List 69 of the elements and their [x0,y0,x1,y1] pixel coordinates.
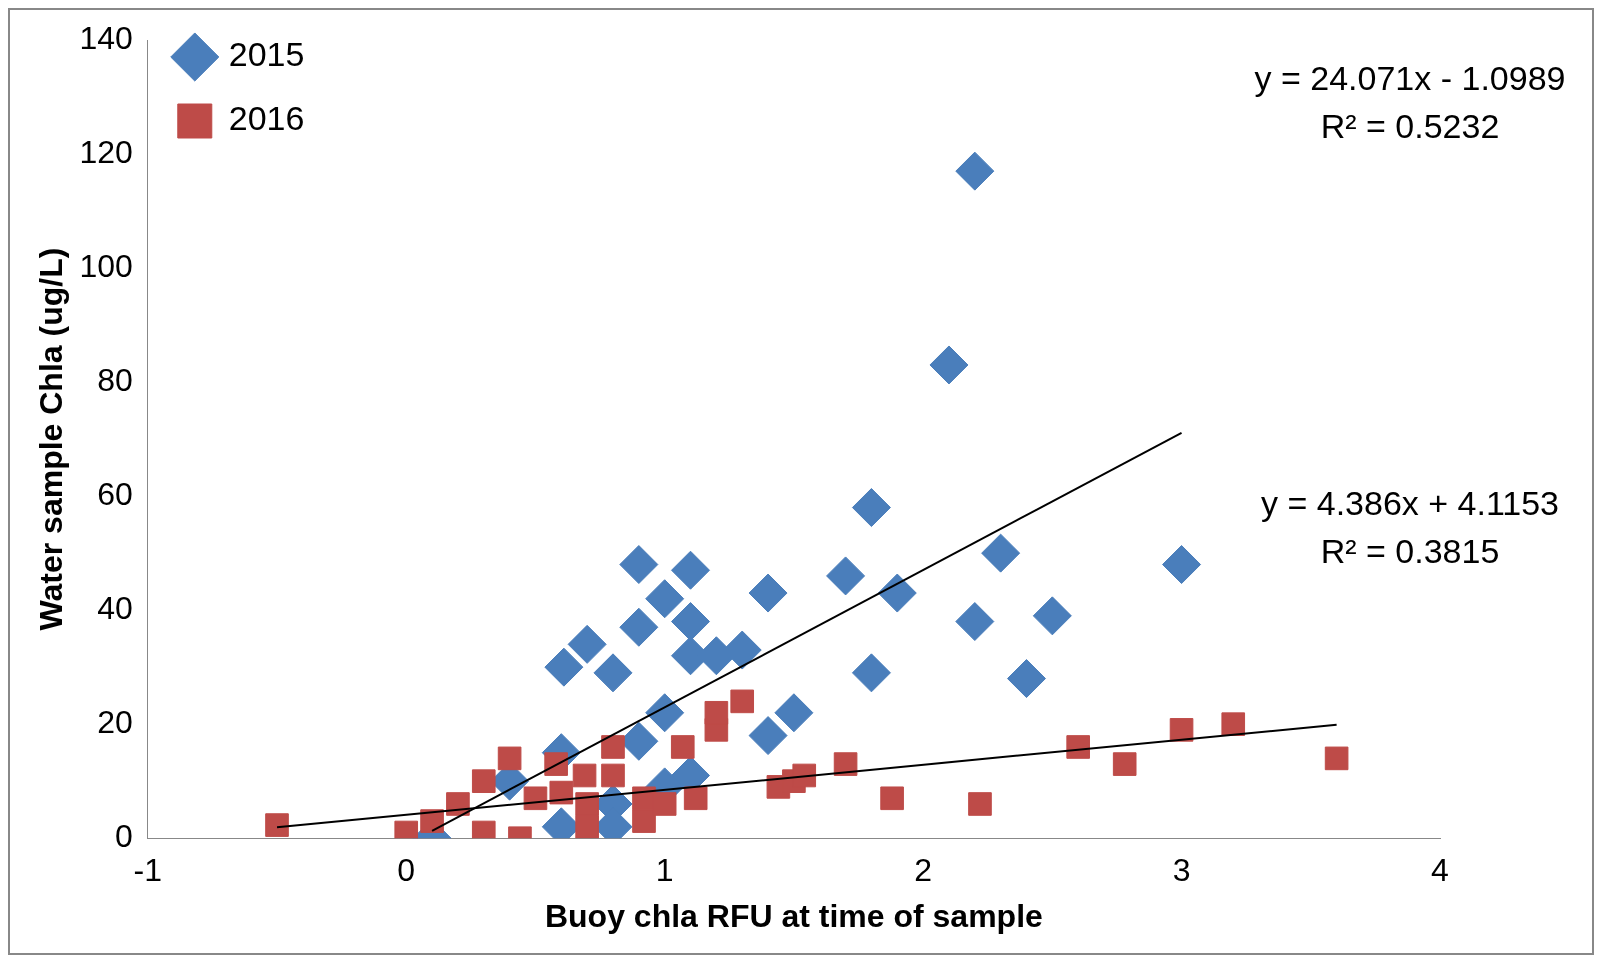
point [955,602,995,642]
point [652,792,677,816]
point [1324,746,1349,771]
point [1112,752,1137,776]
annotation: R² = 0.5232 [1320,107,1500,145]
point [670,735,695,759]
x-tick-label: 3 [1172,852,1191,889]
point [544,647,584,687]
point [575,814,599,839]
point [632,809,656,833]
point [774,693,814,733]
point [851,488,891,528]
y-tick-label: 120 [79,133,133,170]
legend-label: 2016 [228,99,305,138]
x-tick-label: 0 [397,852,416,889]
x-axis-title: Buoy chla RFU at time of sample [544,897,1043,934]
point [1066,735,1090,759]
y-tick-label: 60 [97,475,133,512]
point [1169,718,1194,742]
point [683,786,708,811]
point [748,573,788,613]
point [575,792,599,816]
y-tick-label: 140 [79,19,133,56]
x-tick-label: 2 [914,852,933,889]
point [567,624,607,664]
point [968,792,992,816]
point [619,607,659,647]
point [1162,545,1202,585]
x-tick-label: 1 [655,852,674,889]
y-tick-label: 80 [97,361,133,398]
point [704,700,729,725]
point [645,693,685,733]
point [880,786,904,811]
point [601,763,625,788]
point [851,653,891,693]
y-tick-label: 20 [97,704,133,740]
annotation: R² = 0.3815 [1320,532,1500,570]
point [955,151,995,191]
point [671,550,711,590]
point [265,813,289,837]
point [826,556,866,596]
x-tick-label: 4 [1431,852,1449,889]
y-tick-label: 100 [79,247,133,284]
point [601,735,625,759]
point [523,786,548,811]
point [593,653,633,693]
point [877,573,917,613]
point [497,746,522,771]
x-tick-label: -1 [133,852,163,889]
point [833,752,858,776]
point [549,780,574,805]
point [471,769,496,793]
point [981,533,1021,573]
point [792,763,817,788]
point [572,763,597,788]
annotation: y = 4.386x + 4.1153 [1260,484,1560,522]
y-tick-label: 40 [97,589,133,626]
annotation: y = 24.071x - 1.0989 [1254,59,1566,97]
point [748,716,788,756]
legend-label: 2015 [228,35,305,74]
point [619,545,659,585]
point [730,689,755,714]
point [1221,712,1246,736]
point [929,345,969,385]
y-axis-title: Water sample Chla (ug/L) [33,247,70,631]
point [1006,659,1046,699]
point [1032,596,1072,636]
y-tick-label: 0 [114,818,133,855]
point [645,579,685,619]
